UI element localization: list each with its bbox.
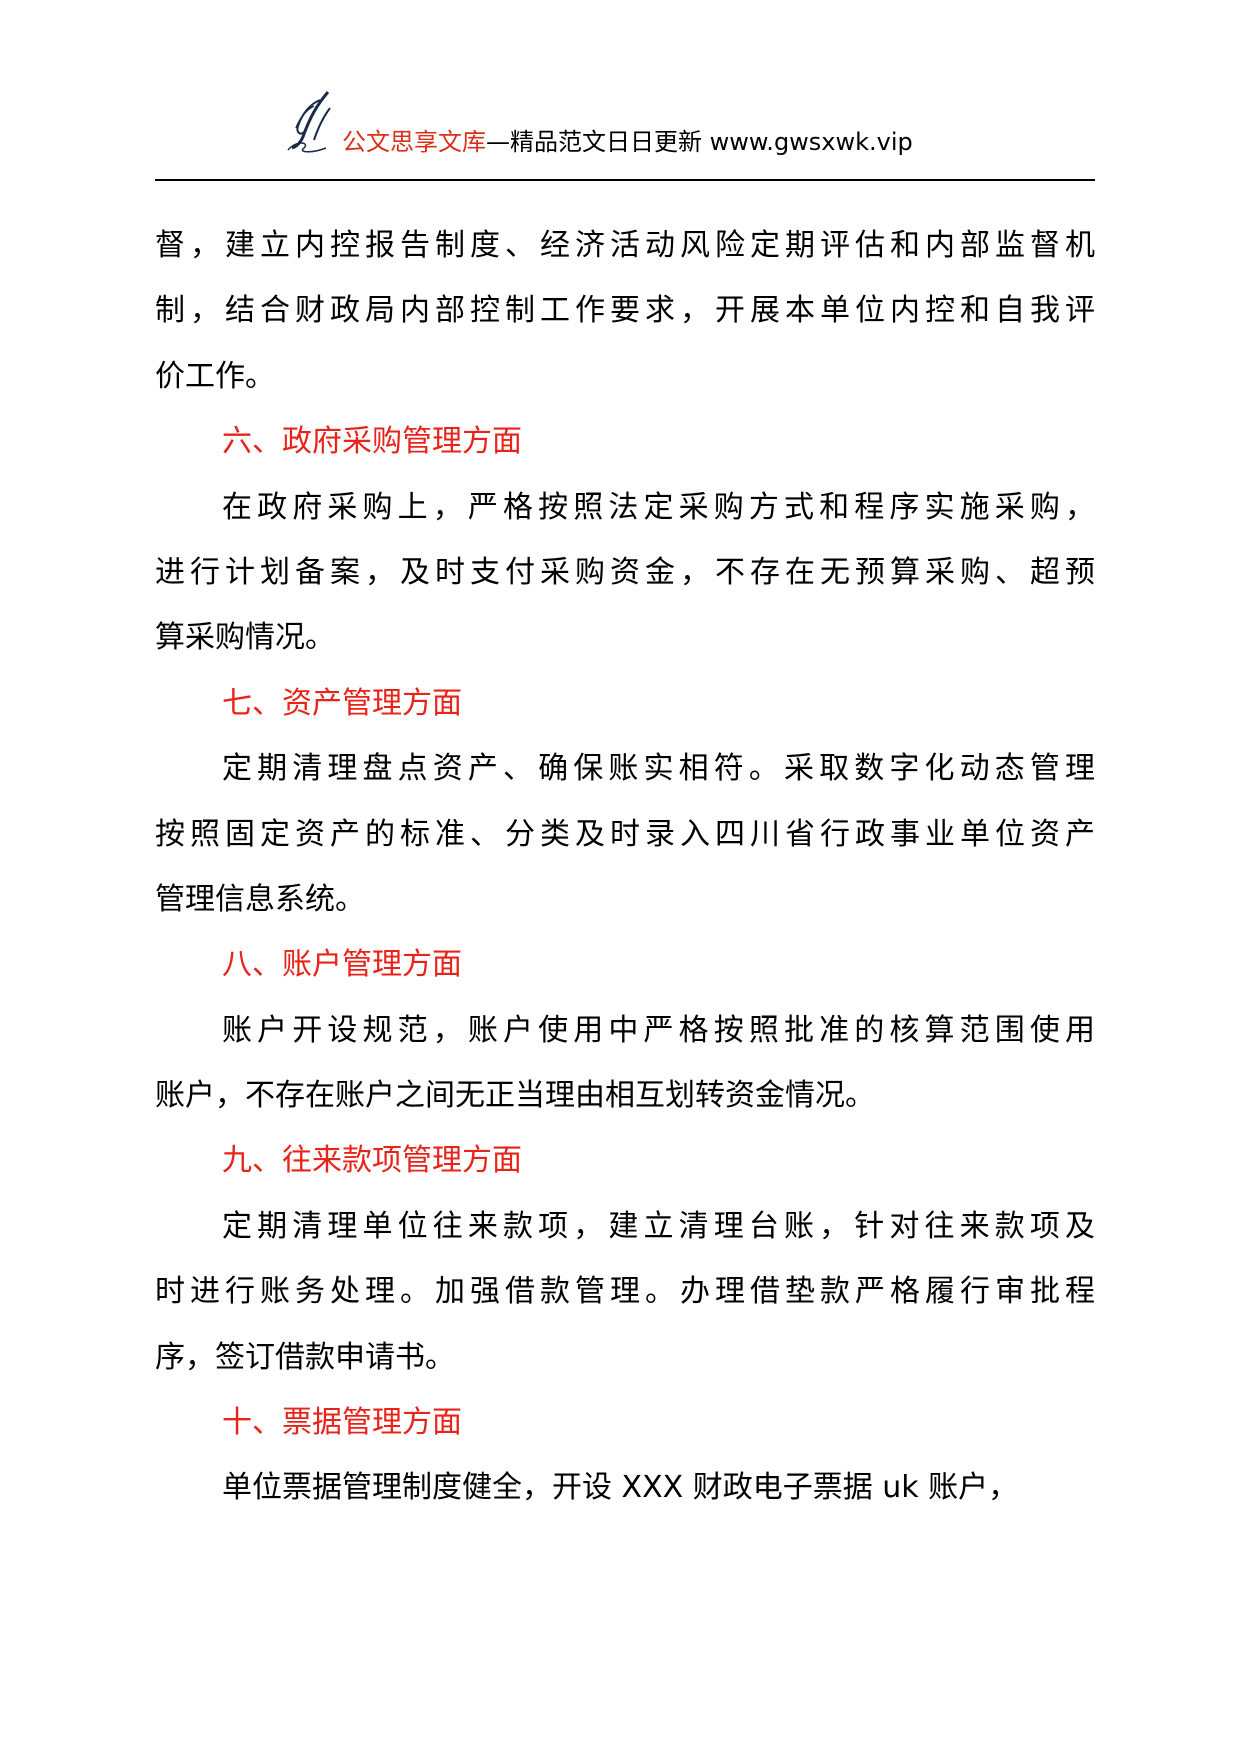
paragraph-line: 单位票据管理制度健全，开设 XXX 财政电子票据 uk 账户， bbox=[222, 1470, 1019, 1506]
section-heading: 八、账户管理方面 bbox=[222, 947, 462, 983]
paragraph-line: 账户开设规范，账户使用中严格按照批准的核算范围使用 bbox=[222, 1012, 1095, 1048]
paragraph-line: 账户，不存在账户之间无正当理由相互划转资金情况。 bbox=[155, 1078, 875, 1114]
page-header: 公文思享文库—精品范文日日更新 www.gwsxwk.vip bbox=[280, 88, 1080, 160]
paragraph-line: 管理信息系统。 bbox=[155, 881, 365, 917]
paragraph-line: 在政府采购上，严格按照法定采购方式和程序实施采购， bbox=[222, 489, 1095, 525]
document-body: 督，建立内控报告制度、经济活动风险定期评估和内部监督机 制，结合财政局内部控制工作… bbox=[155, 213, 1095, 1521]
paragraph-line: 序，签订借款申请书。 bbox=[155, 1339, 455, 1375]
paragraph-line: 督，建立内控报告制度、经济活动风险定期评估和内部监督机 bbox=[155, 228, 1095, 263]
section-heading: 六、政府采购管理方面 bbox=[222, 424, 522, 460]
quill-pen-logo bbox=[287, 91, 331, 153]
paragraph-line: 价工作。 bbox=[155, 358, 275, 394]
site-name: 公文思享文库 bbox=[342, 128, 486, 156]
header-divider bbox=[155, 179, 1095, 181]
paragraph-line: 进行计划备案，及时支付采购资金，不存在无预算采购、超预 bbox=[155, 554, 1095, 590]
paragraph-line: 定期清理盘点资产、确保账实相符。采取数字化动态管理 bbox=[222, 751, 1095, 787]
paragraph-line: 制，结合财政局内部控制工作要求，开展本单位内控和自我评 bbox=[155, 293, 1095, 329]
site-tagline: —精品范文日日更新 www.gwsxwk.vip bbox=[486, 128, 913, 156]
paragraph-line: 算采购情况。 bbox=[155, 620, 335, 656]
section-heading: 十、票据管理方面 bbox=[222, 1405, 462, 1441]
section-heading: 七、资产管理方面 bbox=[222, 685, 462, 721]
header-text: 公文思享文库—精品范文日日更新 www.gwsxwk.vip bbox=[342, 122, 913, 157]
section-heading: 九、往来款项管理方面 bbox=[222, 1143, 522, 1179]
paragraph-line: 定期清理单位往来款项，建立清理台账，针对往来款项及 bbox=[222, 1208, 1095, 1244]
paragraph-line: 时进行账务处理。加强借款管理。办理借垫款严格履行审批程 bbox=[155, 1274, 1095, 1310]
paragraph-line: 按照固定资产的标准、分类及时录入四川省行政事业单位资产 bbox=[155, 816, 1095, 852]
